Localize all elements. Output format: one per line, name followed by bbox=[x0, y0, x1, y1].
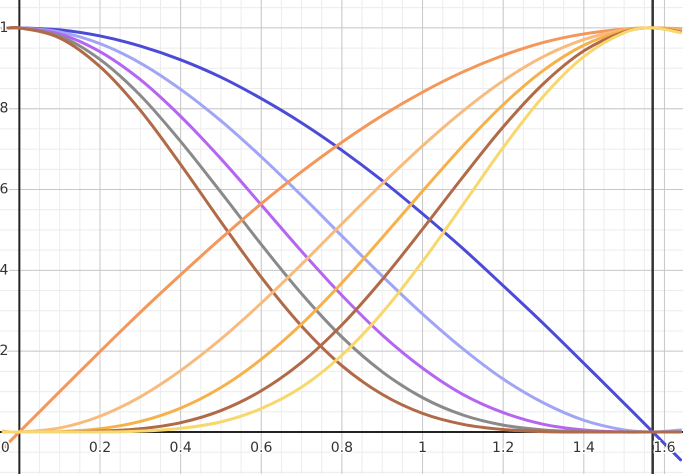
x-tick-label: 0.8 bbox=[331, 440, 353, 456]
x-tick-label: 0.4 bbox=[169, 440, 191, 456]
curve bbox=[1, 26, 683, 434]
curve bbox=[1, 26, 683, 434]
curve bbox=[1, 26, 683, 434]
x-tick-label: 1.4 bbox=[573, 440, 595, 456]
curve bbox=[1, 26, 683, 462]
x-tick-label: 1.2 bbox=[492, 440, 514, 456]
x-tick-label: 0 bbox=[1, 440, 10, 456]
curve bbox=[1, 26, 683, 434]
y-tick-label: 0.8 bbox=[0, 101, 8, 117]
y-tick-label: 0.6 bbox=[0, 182, 8, 198]
tick-labels: 0 0.2 0.4 0.6 0.8 1 1.2 1.4 1.6 0.2 0.4 0.6 0.8 1 bbox=[0, 18, 677, 457]
y-tick-label: 0.2 bbox=[0, 343, 8, 359]
curves bbox=[1, 26, 683, 462]
x-tick-label: 0.6 bbox=[250, 440, 272, 456]
y-tick-label: 0.4 bbox=[0, 262, 8, 278]
x-tick-label: 1.6 bbox=[653, 440, 675, 456]
curve bbox=[1, 26, 683, 434]
x-tick-label: 1 bbox=[418, 440, 427, 456]
y-tick-label: 1 bbox=[0, 20, 8, 36]
x-tick-label: 0.2 bbox=[89, 440, 111, 456]
curve bbox=[1, 26, 683, 450]
curve bbox=[1, 26, 683, 434]
